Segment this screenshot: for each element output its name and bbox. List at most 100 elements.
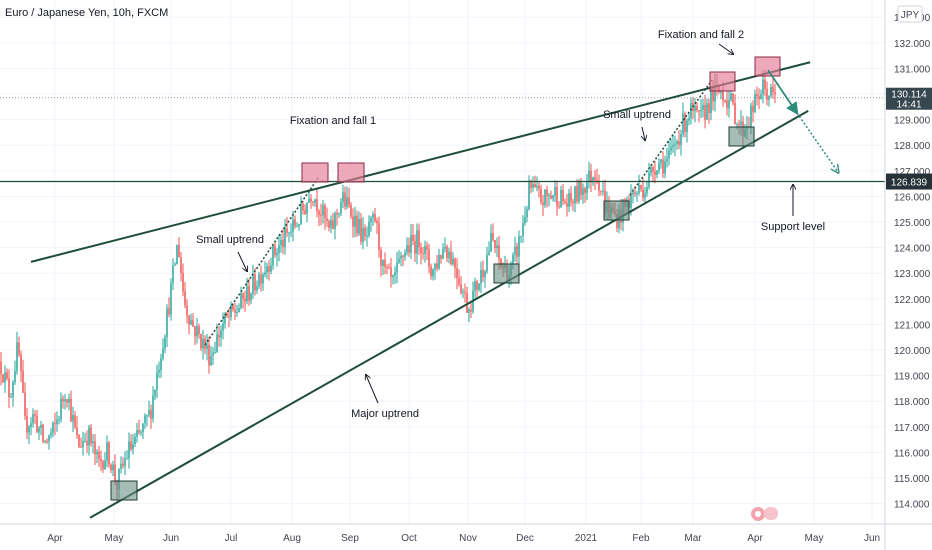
small-uptrend-line-2 <box>629 79 713 196</box>
candle-body <box>270 265 272 272</box>
candle-body <box>382 259 384 267</box>
candle-body <box>40 424 42 428</box>
annotation-small-uptrend-2: Small uptrend <box>603 109 671 121</box>
candle-body <box>498 245 500 260</box>
candle-body <box>112 464 114 471</box>
candle-body <box>638 185 640 194</box>
candle-body <box>162 348 164 359</box>
annotation-pointer <box>718 43 733 54</box>
candle-body <box>582 188 584 195</box>
candle-body <box>122 463 124 466</box>
candle-body <box>650 167 652 173</box>
support-touch-box <box>728 126 755 147</box>
candle-body <box>688 117 690 121</box>
candle-body <box>448 251 450 258</box>
candle-body <box>524 217 526 224</box>
candle-body <box>100 458 102 462</box>
candle-body <box>754 94 756 113</box>
candle-body <box>22 370 24 393</box>
candle-body <box>740 121 742 125</box>
candle-body <box>326 218 328 222</box>
candle-body <box>154 389 156 396</box>
candle-body <box>274 245 276 256</box>
annotation-fixation-2: Fixation and fall 2 <box>658 29 744 41</box>
candle-body <box>322 205 324 216</box>
candle-body <box>362 227 364 243</box>
candle-body <box>198 326 200 335</box>
candle-body <box>532 184 534 188</box>
x-tick-label: Apr <box>747 533 763 544</box>
candle-body <box>520 235 522 237</box>
candle-body <box>42 424 44 442</box>
candle-body <box>220 330 222 338</box>
x-tick-label: Dec <box>516 533 534 544</box>
candle-body <box>430 266 432 277</box>
annotation-pointer <box>642 126 645 140</box>
last-price-tag <box>886 87 932 110</box>
candle-body <box>26 415 28 433</box>
candle-body <box>14 371 16 383</box>
candle-body <box>576 186 578 202</box>
candle-body <box>728 100 730 108</box>
candle-body <box>200 334 202 349</box>
candle-body <box>266 266 268 273</box>
candle-body <box>328 221 330 228</box>
candle-body <box>372 213 374 218</box>
y-tick-label: 116.000 <box>894 448 930 459</box>
candle-body <box>600 190 602 192</box>
candle-body <box>522 223 524 236</box>
candle-body <box>418 230 420 248</box>
candle-body <box>714 84 716 102</box>
candle-body <box>452 258 454 264</box>
candle-body <box>380 250 382 267</box>
candle-body <box>352 216 354 227</box>
candle-body <box>500 259 502 267</box>
annotation-pointer <box>237 251 247 271</box>
support-touch-box <box>603 200 630 221</box>
candle-body <box>24 392 26 416</box>
candle-body <box>592 177 594 183</box>
y-tick-label: 132.000 <box>894 39 931 50</box>
candle-body <box>290 231 292 233</box>
x-tick-label: Jul <box>225 533 238 544</box>
candle-body <box>570 193 572 202</box>
candle-body <box>730 93 732 101</box>
candle-body <box>360 218 362 243</box>
candle-body <box>166 308 168 338</box>
candle-body <box>292 219 294 232</box>
candle-body <box>704 104 706 120</box>
candle-body <box>76 427 78 436</box>
candle-body <box>170 282 172 315</box>
candle-body <box>174 264 176 266</box>
candle-body <box>0 361 2 375</box>
candle-body <box>300 203 302 225</box>
candle-body <box>268 266 270 272</box>
candle-body <box>298 224 300 227</box>
candle-body <box>308 198 310 203</box>
candle-body <box>302 203 304 211</box>
candle-body <box>146 415 148 417</box>
candle-body <box>376 220 378 224</box>
candle-body <box>238 308 240 312</box>
candle-body <box>278 245 280 253</box>
candle-body <box>350 205 352 217</box>
candle-body <box>148 410 150 416</box>
candle-body <box>208 344 210 366</box>
candle-body <box>546 189 548 196</box>
candle-body <box>698 110 700 112</box>
candle-body <box>370 217 372 222</box>
candle-body <box>486 254 488 272</box>
candle-body <box>334 213 336 229</box>
candle-body <box>212 352 214 357</box>
candle-body <box>572 201 574 204</box>
candle-body <box>564 201 566 204</box>
candle-body <box>354 215 356 227</box>
candle-body <box>206 344 208 350</box>
small-uptrend-line-1 <box>204 177 319 346</box>
x-tick-label: Oct <box>401 533 417 544</box>
candle-body <box>260 274 262 284</box>
candle-body <box>318 211 320 215</box>
candle-body <box>240 293 242 309</box>
annotation-labels: Fixation and fall 1 Fixation and fall 2 Sm… <box>5 7 825 420</box>
